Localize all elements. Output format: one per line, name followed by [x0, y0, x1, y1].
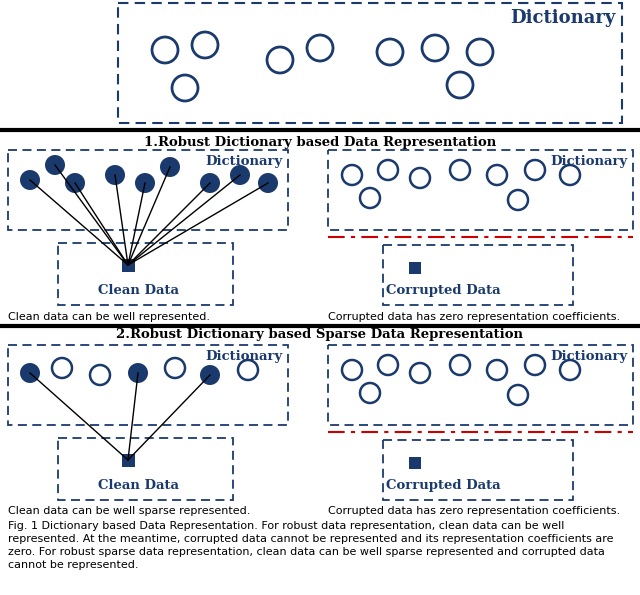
Circle shape [20, 170, 40, 190]
Circle shape [200, 365, 220, 385]
Text: zero. For robust sparse data representation, clean data can be well sparse repre: zero. For robust sparse data representat… [8, 547, 605, 557]
Bar [122, 258, 134, 271]
Circle shape [45, 155, 65, 175]
Circle shape [258, 173, 278, 193]
Circle shape [65, 173, 85, 193]
Circle shape [230, 165, 250, 185]
Text: Clean Data: Clean Data [97, 284, 179, 297]
Circle shape [128, 363, 148, 383]
Text: Clean Data: Clean Data [97, 479, 179, 492]
Text: Dictionary: Dictionary [551, 155, 628, 168]
Text: Corrupted Data: Corrupted Data [386, 284, 500, 297]
Circle shape [105, 165, 125, 185]
Text: 1.Robust Dictionary based Data Representation: 1.Robust Dictionary based Data Represent… [144, 136, 496, 149]
Text: Clean data can be well sparse represented.: Clean data can be well sparse represente… [8, 506, 250, 516]
Text: Dictionary: Dictionary [511, 9, 616, 27]
Circle shape [20, 363, 40, 383]
Circle shape [200, 173, 220, 193]
Text: Corrupted Data: Corrupted Data [386, 479, 500, 492]
Text: Dictionary: Dictionary [205, 155, 283, 168]
Text: Dictionary: Dictionary [205, 350, 283, 363]
Text: cannot be represented.: cannot be represented. [8, 560, 138, 570]
Bar [122, 453, 134, 466]
Text: Fig. 1 Dictionary based Data Representation. For robust data representation, cle: Fig. 1 Dictionary based Data Representat… [8, 521, 564, 531]
Text: Corrupted data has zero representation coefficients.: Corrupted data has zero representation c… [328, 312, 620, 322]
Text: 2.Robust Dictionary based Sparse Data Representation: 2.Robust Dictionary based Sparse Data Re… [116, 328, 524, 341]
Circle shape [160, 157, 180, 177]
Circle shape [135, 173, 155, 193]
Text: Dictionary: Dictionary [551, 350, 628, 363]
Text: Corrupted data has zero representation coefficients.: Corrupted data has zero representation c… [328, 506, 620, 516]
Bar [409, 457, 421, 469]
Bar [409, 262, 421, 274]
Text: represented. At the meantime, corrupted data cannot be represented and its repre: represented. At the meantime, corrupted … [8, 534, 614, 544]
Text: Clean data can be well represented.: Clean data can be well represented. [8, 312, 210, 322]
